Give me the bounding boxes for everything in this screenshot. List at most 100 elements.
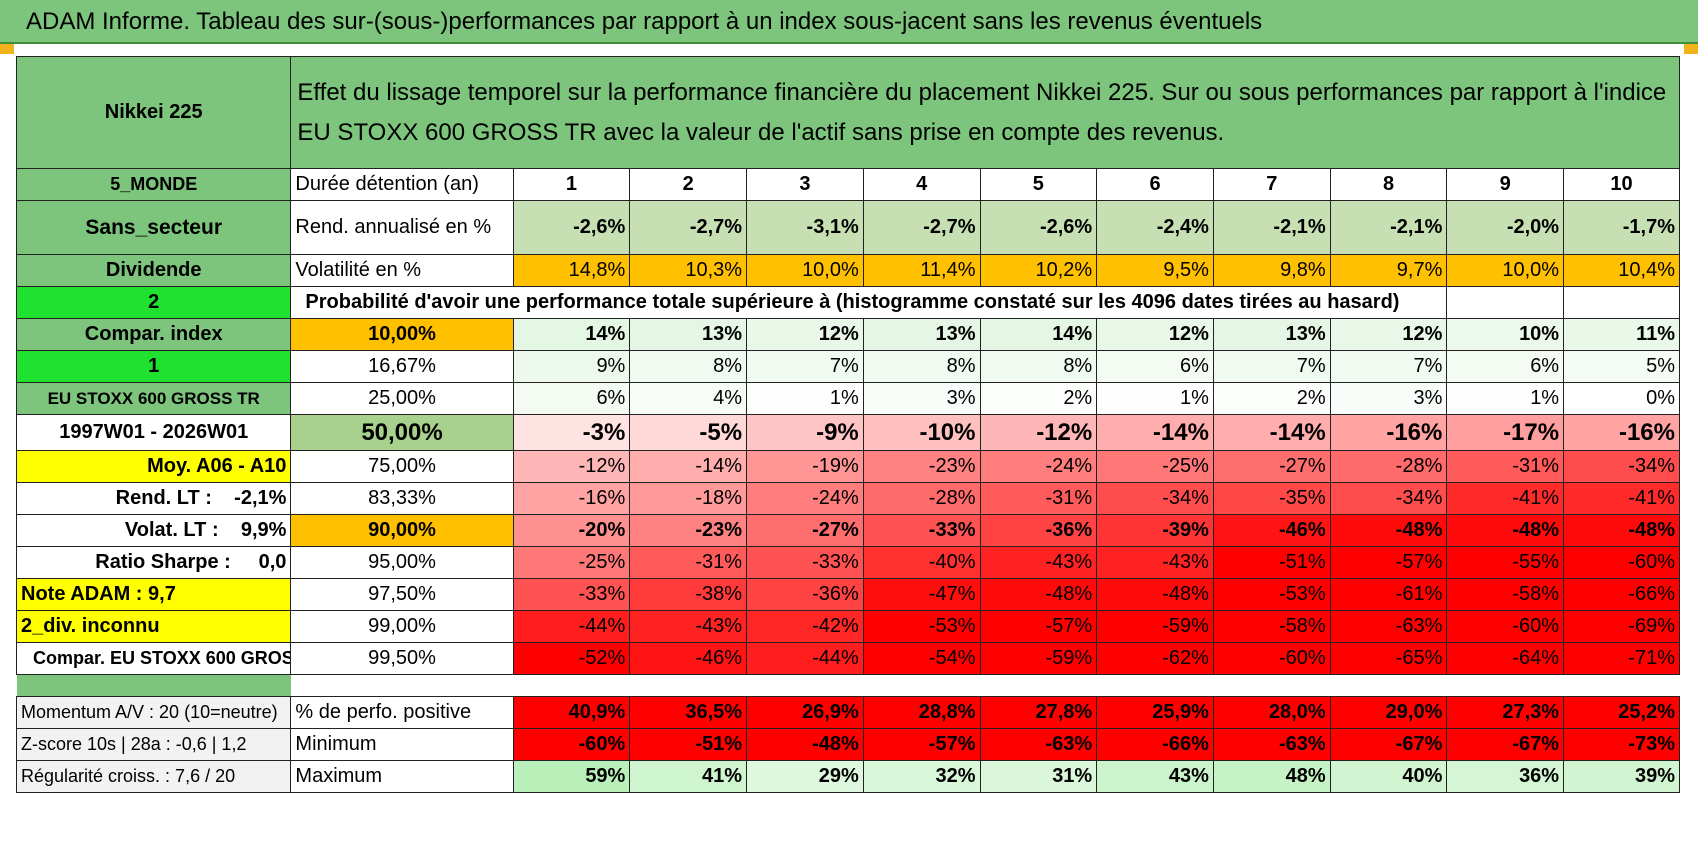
quantile-value: -18% (629, 482, 748, 515)
description-line-2: EU STOXX 600 GROSS TR avec la valeur de … (297, 118, 1225, 146)
vol-value: 9,7% (1329, 254, 1448, 287)
quantile-value: -62% (1096, 642, 1214, 675)
quantile-label: 97,50% (290, 578, 514, 611)
frame-corner-left (0, 44, 14, 54)
minimum-row: Z-score 10s | 28a : -0,6 | 1,2 Minimum -60… (15, 728, 1680, 761)
vol-value: 10,2% (979, 254, 1098, 287)
quantile-value: -34% (1329, 482, 1448, 515)
quantile-value: -48% (1563, 514, 1680, 547)
quantile-value: 1% (746, 382, 864, 415)
quantile-value: -12% (979, 414, 1098, 451)
maximum-value: 36% (1446, 760, 1565, 793)
sector-label: Sans_secteur (15, 200, 292, 255)
note-label: Note ADAM : 9,7 (15, 578, 292, 611)
vol-value: 10,3% (629, 254, 748, 287)
quantile-value: -59% (979, 642, 1098, 675)
quantile-value: -61% (1329, 578, 1448, 611)
quantile-value: -57% (979, 610, 1098, 643)
quantile-value: -34% (1563, 450, 1680, 483)
quantile-row: Ratio Sharpe : 0,0 95,00% -25% -31% -33% -40%… (15, 546, 1680, 579)
rend-value: -2,1% (1329, 200, 1448, 255)
zscore-label: Z-score 10s | 28a : -0,6 | 1,2 (15, 728, 292, 761)
quantile-value: -43% (629, 610, 748, 643)
quantile-value: -31% (629, 546, 748, 579)
quantile-value: -46% (1212, 514, 1331, 547)
quantile-label: 16,67% (290, 350, 514, 383)
minimum-value: -73% (1563, 728, 1680, 761)
avg-label: Moy. A06 - A10 (15, 450, 292, 483)
quantile-value: 2% (979, 382, 1098, 415)
quantile-value: -19% (746, 450, 864, 483)
quantile-value: -28% (862, 482, 981, 515)
quantile-value: 7% (1212, 350, 1331, 383)
quantile-value: -16% (1563, 414, 1680, 451)
index-name-label: EU STOXX 600 GROSS TR (15, 382, 292, 415)
quantile-value: -57% (1329, 546, 1448, 579)
quantile-value: -48% (1446, 514, 1565, 547)
rend-value: -3,1% (746, 200, 864, 255)
rend-value: -2,1% (1212, 200, 1331, 255)
positive-value: 28,8% (862, 696, 981, 729)
vol-value: 10,0% (1446, 254, 1565, 287)
quantile-value: 8% (979, 350, 1098, 383)
quantile-value: -31% (1446, 450, 1565, 483)
quantile-value: -58% (1212, 610, 1331, 643)
quantile-value: 12% (1329, 318, 1448, 351)
quantile-value: -48% (979, 578, 1098, 611)
minimum-value: -51% (629, 728, 748, 761)
quantile-value: -66% (1563, 578, 1680, 611)
quantile-value: 4% (629, 382, 748, 415)
rend-value: -2,7% (862, 200, 981, 255)
quantile-value: -27% (746, 514, 864, 547)
quantile-value: -25% (512, 546, 631, 579)
quantile-value: -42% (746, 610, 864, 643)
description-line-1: Effet du lissage temporel sur la perform… (297, 78, 1667, 106)
quantile-value: -38% (629, 578, 748, 611)
quantile-value: -55% (1446, 546, 1565, 579)
quantile-value: 13% (1212, 318, 1331, 351)
div-unknown-label: 2_div. inconnu (15, 610, 292, 643)
year-header: 6 (1096, 168, 1214, 201)
quantile-row: Rend. LT : -2,1% 83,33% -16% -18% -24% -28% -3… (15, 482, 1680, 515)
minimum-value: -57% (862, 728, 981, 761)
title-bar: ADAM Informe. Tableau des sur-(sous-)per… (0, 0, 1698, 44)
quantile-value: -35% (1212, 482, 1331, 515)
quantile-value: 13% (629, 318, 748, 351)
quantile-label: 25,00% (290, 382, 514, 415)
quantile-value: -36% (746, 578, 864, 611)
probability-label: Probabilité d'avoir une performance tota… (290, 286, 1448, 319)
quantile-value: 6% (1446, 350, 1565, 383)
quantile-value: 0% (1563, 382, 1680, 415)
report-title: ADAM Informe. Tableau des sur-(sous-)per… (26, 8, 1263, 35)
maximum-value: 29% (746, 760, 864, 793)
quantile-value: -23% (862, 450, 981, 483)
rend-value: -1,7% (1563, 200, 1680, 255)
maximum-label: Maximum (290, 760, 514, 793)
quantile-value: 1% (1096, 382, 1214, 415)
quantile-value: -71% (1563, 642, 1680, 675)
quantile-value: 7% (746, 350, 864, 383)
quantile-value: 5% (1563, 350, 1680, 383)
quantile-value: -10% (862, 414, 981, 451)
rend-value: -2,0% (1446, 200, 1565, 255)
quantile-value: -14% (629, 450, 748, 483)
quantile-row: 2_div. inconnu 99,00% -44% -43% -42% -53% -57%… (15, 610, 1680, 643)
gap-cell (629, 674, 747, 697)
quantile-value: -14% (1096, 414, 1214, 451)
rend-value: -2,6% (512, 200, 631, 255)
rend-lt-label: Rend. LT : -2,1% (15, 482, 292, 515)
quantile-value: -65% (1329, 642, 1448, 675)
duration-row: 5_MONDE Durée détention (an) 1 2 3 4 5 6 7 8 9 10 (15, 168, 1680, 201)
quantile-row: Volat. LT : 9,9% 90,00% -20% -23% -27% -33% -3… (15, 514, 1680, 547)
sharpe-label: Ratio Sharpe : 0,0 (15, 546, 292, 579)
quantile-value: 3% (1329, 382, 1448, 415)
quantile-value: -31% (979, 482, 1098, 515)
quantile-value: -43% (979, 546, 1098, 579)
positive-value: 26,9% (746, 696, 864, 729)
positive-value: 27,8% (979, 696, 1098, 729)
quantile-value: -46% (629, 642, 748, 675)
quantile-value: 14% (512, 318, 631, 351)
quantile-value: -3% (512, 414, 631, 451)
header-row: Nikkei 225 Effet du lissage temporel sur… (15, 56, 1680, 169)
gap-cell (1446, 674, 1564, 697)
